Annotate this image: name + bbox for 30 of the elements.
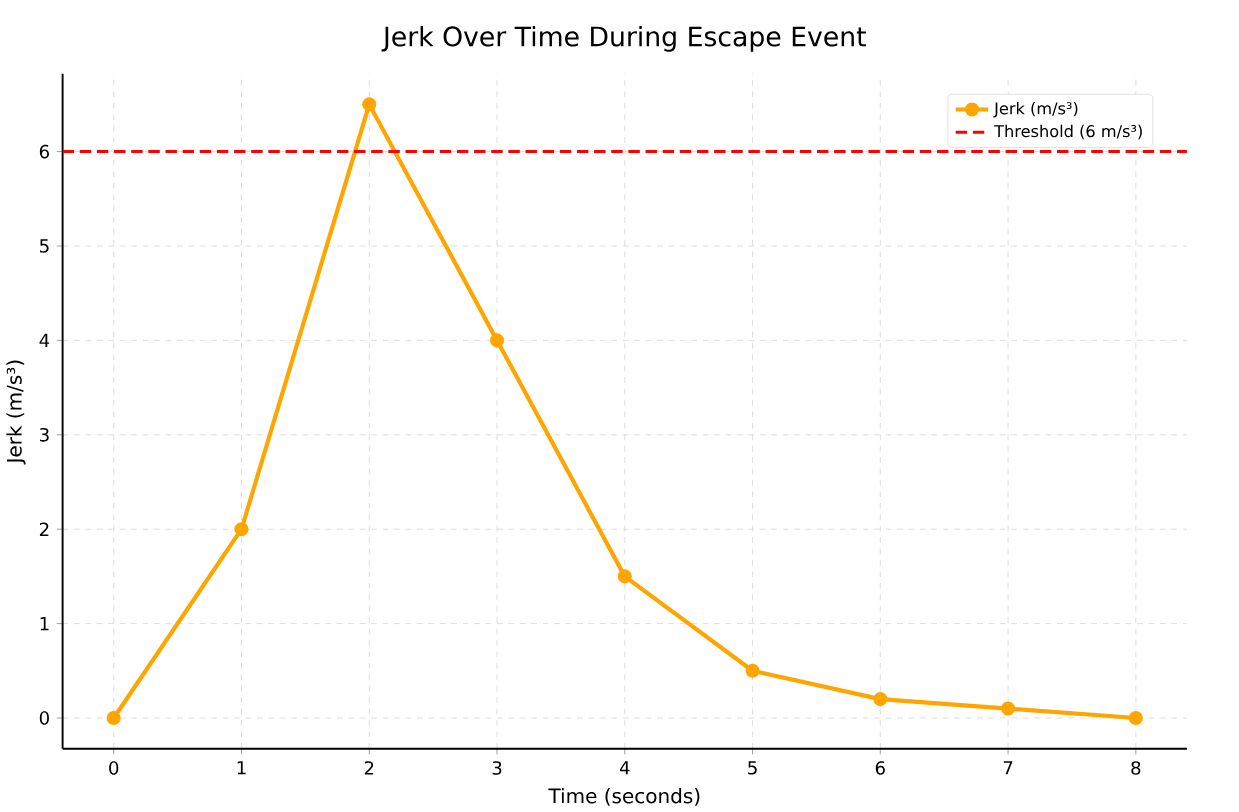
x-tick-label: 8 [1131, 761, 1141, 775]
y-tick-label: 5 [40, 239, 49, 253]
chart-title: Jerk Over Time During Escape Event [381, 25, 866, 52]
x-tick-label: 0 [109, 761, 119, 775]
legend-label: Jerk (m/s³) [993, 101, 1078, 118]
point [234, 522, 249, 537]
x-tick-label: 7 [1003, 761, 1013, 775]
point [362, 97, 377, 112]
y-tick-label: 3 [40, 427, 49, 442]
point [873, 692, 888, 707]
x-tick-label: 6 [875, 761, 885, 775]
y-tick-label: 1 [40, 616, 49, 631]
y-tick-label: 6 [39, 144, 49, 159]
point [1001, 701, 1016, 716]
y-tick-label: 0 [39, 711, 49, 725]
point [1128, 710, 1143, 725]
point [617, 569, 632, 584]
y-tick-label: 4 [39, 333, 50, 347]
x-tick-label: 1 [237, 761, 246, 775]
x-tick-label: 3 [492, 761, 502, 775]
legend-label: Threshold (6 m/s³) [994, 124, 1142, 140]
point [106, 710, 121, 725]
x-axis-title: Time (seconds) [548, 787, 700, 806]
point [489, 333, 505, 348]
y-axis-title: Jerk (m/s³) [6, 360, 26, 465]
point [745, 663, 760, 678]
x-tick-label: 4 [619, 761, 630, 775]
x-tick-label: 2 [364, 761, 374, 775]
y-tick-label: 2 [39, 522, 49, 536]
x-tick-label: 5 [748, 761, 757, 775]
